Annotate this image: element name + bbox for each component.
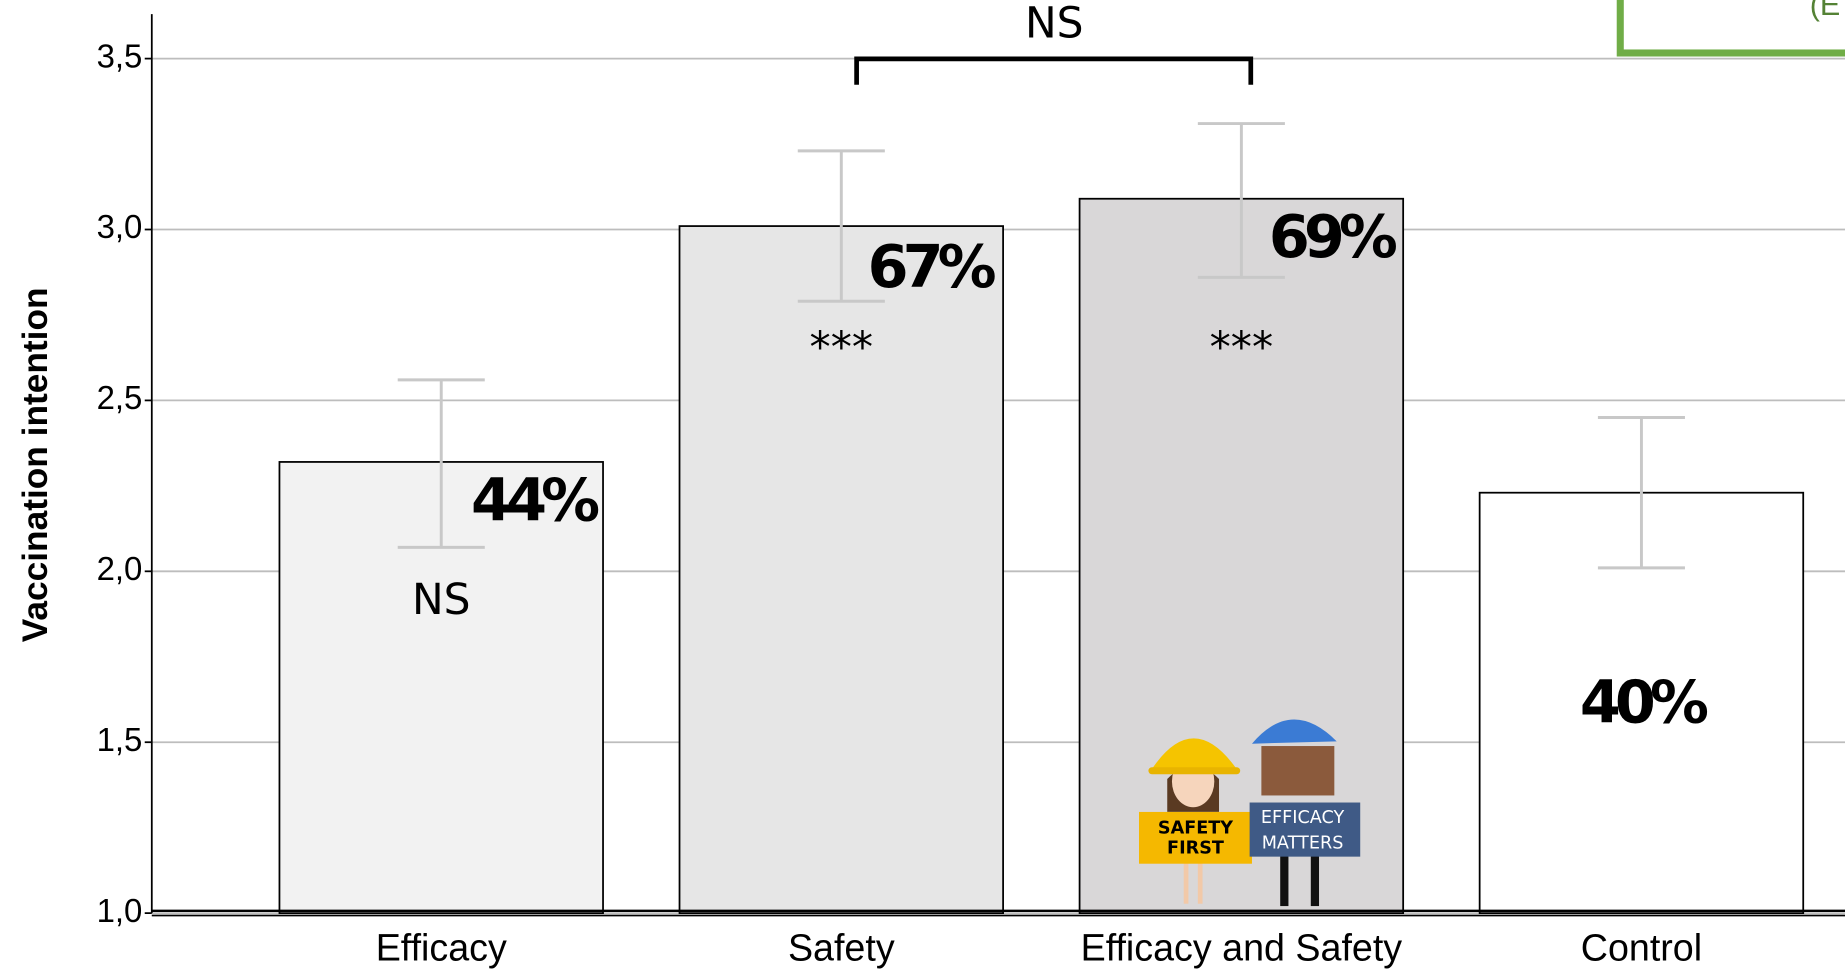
y-tick-label: 3,0 (97, 208, 143, 245)
significance-label: *** (1210, 323, 1274, 372)
significance-label: *** (810, 323, 874, 372)
figure (1280, 854, 1289, 907)
bar (1078, 197, 1405, 915)
percent-label: 67% (868, 232, 996, 301)
figure (1310, 854, 1320, 907)
y-tick-label: 2,0 (97, 550, 143, 587)
sign-text: MATTERS (1262, 834, 1344, 854)
x-tick-label: Safety (788, 927, 895, 969)
error-bar (1197, 122, 1285, 279)
sign-text: FIRST (1167, 838, 1224, 858)
sign (1249, 802, 1361, 857)
figure (1148, 767, 1241, 775)
percent-label: 69% (1269, 202, 1397, 271)
figure (1183, 854, 1189, 904)
figure (1197, 854, 1203, 904)
y-tick-label: 1,0 (97, 892, 143, 929)
sign (1139, 811, 1252, 864)
x-tick-label: Control (1581, 927, 1702, 969)
bracket-label: NS (1025, 0, 1084, 47)
error-bar (1597, 416, 1685, 570)
significance-label: NS (412, 575, 471, 624)
figure (1261, 746, 1335, 796)
x-tick-label: Efficacy and Safety (1081, 927, 1403, 969)
corner-box (1616, 0, 1845, 57)
y-tick-label: 1,5 (97, 721, 143, 758)
sign-text: SAFETY (1158, 818, 1233, 838)
bars (278, 122, 1805, 915)
bar (678, 225, 1004, 915)
illustration: SAFETY FIRST EFFICACY MATTERS (1139, 719, 1361, 907)
bracket (854, 56, 1254, 85)
y-axis-title: Vaccination intention (16, 287, 55, 642)
y-tick-label: 3,5 (97, 37, 143, 74)
x-tick-label: Efficacy (376, 927, 507, 969)
error-bar (797, 149, 885, 303)
percent-label: 44% (471, 465, 599, 534)
percent-label: 40% (1580, 668, 1708, 737)
error-bar (397, 378, 485, 549)
figure (1150, 738, 1238, 771)
y-tick-label: 2,5 (97, 379, 143, 416)
sign-text: EFFICACY (1261, 808, 1345, 828)
corner-note: (E (1810, 0, 1841, 22)
figure (1251, 719, 1337, 744)
